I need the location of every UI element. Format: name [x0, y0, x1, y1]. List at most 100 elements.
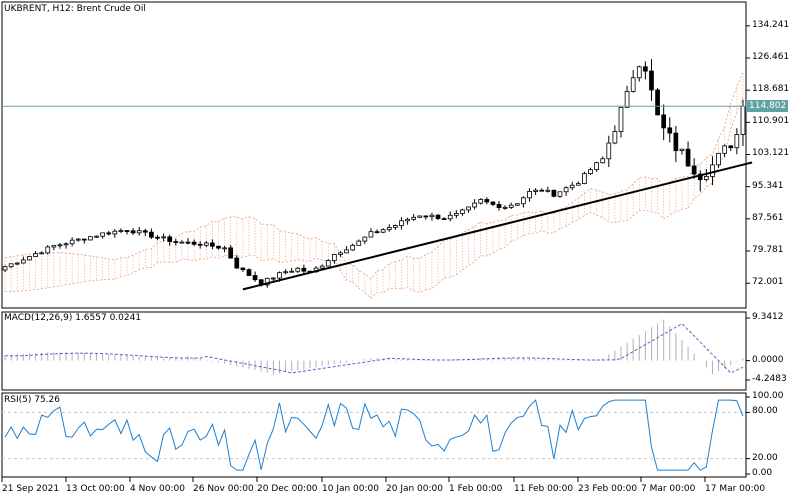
candle-body: [588, 169, 593, 175]
candle-body: [14, 262, 20, 265]
candle-body: [301, 267, 307, 272]
time-axis-label: 21 Sep 2021: [2, 484, 60, 494]
candle-body: [216, 245, 221, 249]
candle-body: [490, 201, 496, 205]
rsi-axis-label: 20.00: [752, 452, 778, 463]
candle-body: [240, 267, 246, 271]
candle-body: [20, 259, 26, 264]
candle-body: [453, 213, 459, 216]
candle-body: [118, 230, 124, 232]
candle-body: [368, 231, 374, 238]
candle-body: [429, 214, 435, 218]
candle-body: [466, 206, 471, 211]
candle-body: [667, 127, 673, 134]
candle-body: [356, 240, 362, 246]
candle-body: [106, 232, 112, 235]
candle-body: [325, 260, 331, 267]
candle-body: [514, 203, 520, 206]
price-axis-label: 87.561: [752, 212, 784, 223]
candle-body: [716, 152, 721, 166]
candle-body: [582, 173, 587, 184]
candle-body: [594, 162, 599, 171]
candle-body: [191, 241, 197, 245]
candle-body: [112, 230, 118, 235]
price-axis-label: 118.681: [752, 84, 790, 95]
candle-body: [740, 105, 746, 135]
candle-body: [173, 241, 179, 243]
candle-body: [203, 242, 209, 246]
main-chart-title: UKBRENT, H12: Brent Crude Oil: [4, 4, 146, 14]
candle-body: [136, 230, 142, 234]
macd-title: MACD(12,26,9) 1.6557 0.0241: [4, 313, 142, 323]
candle-body: [417, 215, 423, 218]
candle-body: [51, 245, 57, 248]
candle-body: [264, 277, 270, 286]
candle-body: [362, 236, 368, 242]
macd-axis-label: -4.2483: [752, 374, 787, 384]
candle-body: [612, 131, 618, 144]
candle-body: [478, 199, 484, 204]
candle-body: [197, 243, 203, 246]
candle-body: [411, 216, 416, 220]
price-axis-label: 110.901: [752, 116, 790, 127]
candle-body: [374, 231, 380, 234]
candle-body: [600, 158, 606, 164]
candle-body: [563, 187, 569, 193]
candle-body: [685, 148, 691, 167]
candle-body: [551, 189, 557, 197]
candle-body: [234, 257, 240, 269]
current-price-tag: 114.802: [746, 100, 788, 113]
candle-body: [679, 148, 685, 152]
candle-body: [124, 230, 130, 232]
candle-body: [734, 134, 740, 149]
time-axis-label: 20 Jan 00:00: [386, 484, 443, 494]
candle-body: [545, 189, 551, 192]
macd-axis-label: 9.3412: [752, 312, 784, 322]
rsi-title: RSI(5) 75.26: [4, 395, 60, 405]
candle-body: [179, 241, 185, 244]
candle-body: [63, 243, 69, 246]
candle-body: [569, 184, 575, 189]
candle-body: [246, 269, 252, 276]
candle-body: [319, 265, 325, 269]
candle-body: [624, 90, 630, 108]
candle-body: [142, 230, 148, 233]
candle-body: [722, 145, 728, 154]
time-axis-label: 17 Mar 00:00: [705, 484, 766, 494]
candle-body: [75, 238, 81, 241]
candle-body: [94, 235, 99, 238]
time-axis-label: 1 Feb 00:00: [449, 484, 503, 494]
candle-body: [289, 270, 295, 273]
candle-body: [691, 165, 697, 175]
cloud-upper-edge: [4, 72, 744, 280]
candle-body: [673, 132, 679, 152]
candle-body: [161, 236, 166, 239]
time-axis-label: 23 Feb 00:00: [578, 484, 638, 494]
candle-body: [661, 114, 667, 129]
price-axis-label: 95.341: [752, 180, 784, 191]
candle-body: [283, 271, 288, 274]
candle-body: [295, 267, 301, 272]
candle-body: [332, 254, 337, 261]
candle-body: [472, 202, 477, 208]
price-axis-label: 126.461: [752, 51, 790, 62]
candle-body: [338, 252, 343, 255]
candle-body: [502, 207, 508, 209]
candle-body: [643, 66, 648, 72]
candle-body: [155, 236, 160, 239]
candle-body: [405, 218, 410, 222]
price-axis-label: 79.781: [752, 245, 784, 255]
candle-body: [69, 239, 75, 245]
candle-body: [380, 229, 386, 233]
rsi-axis-label: 80.00: [752, 406, 778, 417]
candle-body: [149, 231, 154, 238]
candle-body: [630, 77, 636, 92]
candle-body: [606, 142, 612, 160]
candle-body: [618, 106, 624, 132]
time-axis-label: 10 Jan 00:00: [322, 484, 379, 494]
time-axis-label: 26 Nov 00:00: [193, 484, 254, 494]
candle-body: [344, 249, 349, 254]
candle-body: [521, 197, 526, 205]
candle-body: [222, 247, 227, 250]
